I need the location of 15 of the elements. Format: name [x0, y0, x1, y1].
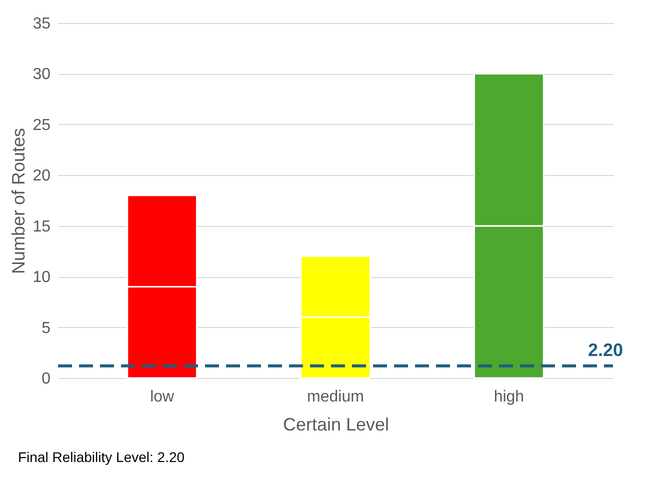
x-axis-title: Certain Level — [282, 414, 390, 434]
text: Final Reliability Level: 2.20 — [18, 449, 185, 465]
y-tick-label: 20 — [32, 168, 51, 185]
x-tick-label: medium — [307, 388, 364, 406]
y-tick-label: 0 — [42, 370, 51, 388]
x-tick-label: low — [150, 388, 175, 406]
y-tick-label: 30 — [32, 66, 51, 84]
y-tick-label: 15 — [32, 218, 51, 236]
y-tick-label: 35 — [32, 16, 51, 32]
annotation: 2.20 — [588, 340, 623, 360]
y-tick-label: 25 — [32, 116, 51, 134]
y-axis-title: Number of Routes — [8, 128, 29, 274]
x-tick-label: high — [494, 388, 524, 406]
y-tick-label: 10 — [32, 269, 51, 286]
y-tick-label: 5 — [42, 320, 51, 337]
